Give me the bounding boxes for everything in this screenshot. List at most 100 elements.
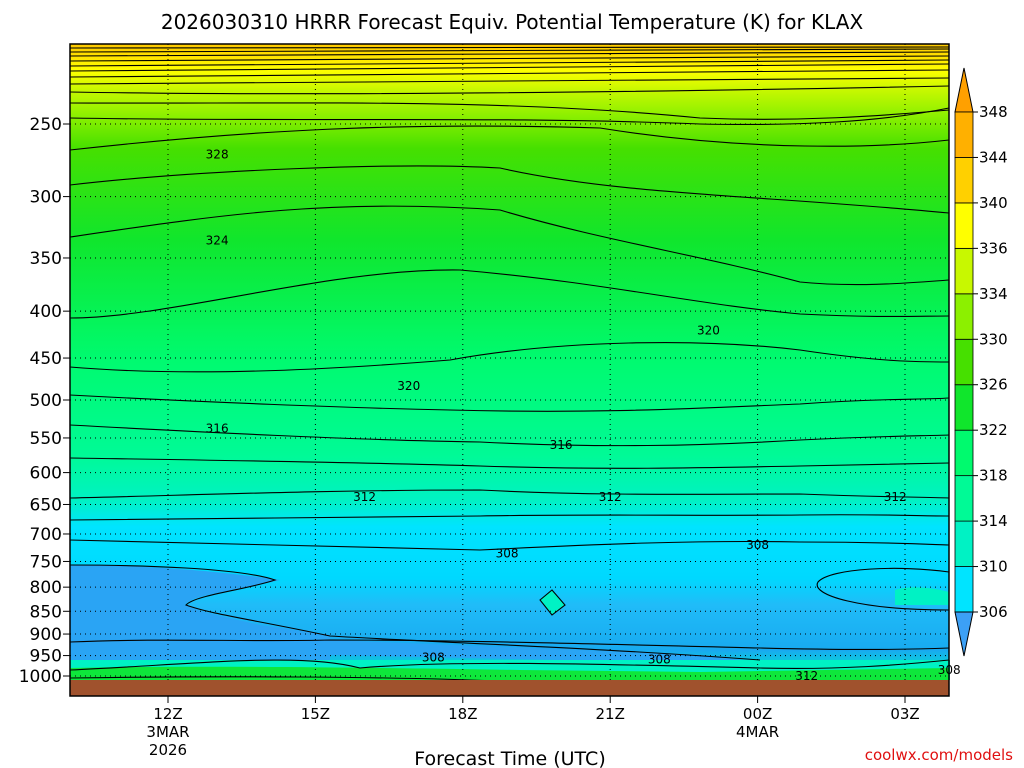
colorbar-segment (954, 202, 974, 249)
contour-line (69, 125, 950, 151)
colorbar-max-triangle (954, 67, 974, 113)
colorbar-segment (954, 475, 974, 522)
contour-label: 308 (422, 651, 445, 665)
contour-line (816, 567, 950, 611)
x-tick-label: 00Z (743, 705, 772, 723)
contour-line (69, 564, 761, 661)
contour-label: 320 (697, 324, 720, 338)
colorbar-segment (954, 566, 974, 613)
y-tick-label: 1000 (19, 667, 62, 687)
plot-frame (69, 43, 950, 697)
colorbar-label: 322 (979, 421, 1008, 439)
y-tick-label: 950 (30, 647, 62, 667)
x-tick-label: 21Z (596, 705, 625, 723)
y-tick-label: 750 (30, 552, 62, 572)
y-axis: 250 300 350 400 450 500 550 600 650 700 750 800 850 9… (19, 115, 70, 687)
colorbar-label: 340 (979, 194, 1008, 212)
contour-line (69, 269, 950, 319)
y-tick-label: 300 (30, 188, 62, 208)
contour-label: 320 (397, 379, 420, 393)
contour-line (69, 424, 950, 447)
contour-line (69, 69, 950, 78)
y-tick-label: 550 (30, 429, 62, 449)
colorbar-segment (954, 384, 974, 431)
y-tick-label: 500 (30, 391, 62, 411)
x-tick-date: 4MAR (736, 723, 779, 741)
colorbar-segment (954, 111, 974, 158)
contour-label: 316 (550, 438, 573, 452)
contour-labels: 3403403323283243203203163163123123123083… (206, 148, 961, 683)
x-tick-label: 18Z (448, 705, 477, 723)
contour-label: 308 (648, 653, 671, 667)
gridlines (70, 44, 949, 696)
colorbar-label: 318 (979, 467, 1008, 485)
contour-line (69, 659, 950, 671)
y-tick-label: 650 (30, 495, 62, 515)
y-tick-label: 850 (30, 602, 62, 622)
x-tick-label: 15Z (301, 705, 330, 723)
colorbar-label: 326 (979, 376, 1008, 394)
colorbar-label: 336 (979, 239, 1008, 257)
colorbar-label: 306 (979, 603, 1008, 621)
contour-line (69, 676, 521, 683)
colorbar-label: 330 (979, 330, 1008, 348)
y-tick-label: 400 (30, 302, 62, 322)
contour-label: 308 (746, 538, 769, 552)
y-tick-label: 800 (30, 578, 62, 598)
credit-text: coolwx.com/models (865, 746, 1013, 764)
colorbar-segment (954, 338, 974, 386)
contour-label: 308 (496, 546, 519, 560)
colorbar-segment (954, 429, 974, 477)
colorbar-segment (954, 293, 974, 340)
colorbar-label: 314 (979, 512, 1008, 530)
low-theta-region (70, 565, 330, 660)
contour-line (69, 107, 950, 126)
colorbar-label: 348 (979, 103, 1008, 121)
contour-line (69, 639, 950, 651)
y-tick-label: 700 (30, 525, 62, 545)
contour-line (69, 539, 950, 551)
contour-label: 312 (795, 669, 818, 683)
contour-label: 316 (206, 421, 229, 435)
small-feature (540, 590, 565, 615)
colorbar-segment (954, 520, 974, 567)
contour-line (69, 85, 950, 95)
colorbar-segment (954, 247, 974, 295)
contour-label: 324 (206, 234, 229, 248)
chart-title: 2026030310 HRRR Forecast Equiv. Potentia… (161, 10, 864, 34)
colorbar-min-triangle (954, 611, 974, 657)
contour-line (69, 457, 950, 469)
contour-line (69, 514, 950, 521)
contour-label: 312 (353, 490, 376, 504)
x-tick-year: 2026 (149, 741, 187, 759)
colorbar: 306 310 314 318 322 326 330 334 336 340 344 348 (954, 67, 1008, 657)
contour-line (69, 205, 950, 286)
field-fill (70, 44, 949, 696)
x-tick-label: 12Z (153, 705, 182, 723)
y-tick-label: 600 (30, 464, 62, 484)
y-tick-label: 350 (30, 249, 62, 269)
contour-line (69, 165, 950, 214)
contour-line (69, 342, 950, 373)
contour-label: 312 (599, 490, 622, 504)
x-tick-label: 03Z (890, 705, 919, 723)
colorbar-label: 334 (979, 285, 1008, 303)
contour-line (69, 489, 950, 499)
contour-line (539, 589, 566, 616)
contour-line (69, 102, 950, 120)
y-tick-label: 250 (30, 115, 62, 135)
x-tick-date: 3MAR (146, 723, 189, 741)
colorbar-segment (954, 157, 974, 204)
plot-area: 3403403323283243203203163163123123123083… (69, 43, 961, 697)
small-feature (895, 587, 949, 605)
y-tick-label: 450 (30, 349, 62, 369)
y-tick-label: 900 (30, 625, 62, 645)
x-axis-title: Forecast Time (UTC) (414, 748, 605, 768)
colorbar-label: 344 (979, 148, 1008, 166)
contour-line (69, 394, 950, 412)
field-features (70, 565, 950, 680)
colorbar-label: 310 (979, 558, 1008, 576)
contour-label: 328 (206, 148, 229, 162)
